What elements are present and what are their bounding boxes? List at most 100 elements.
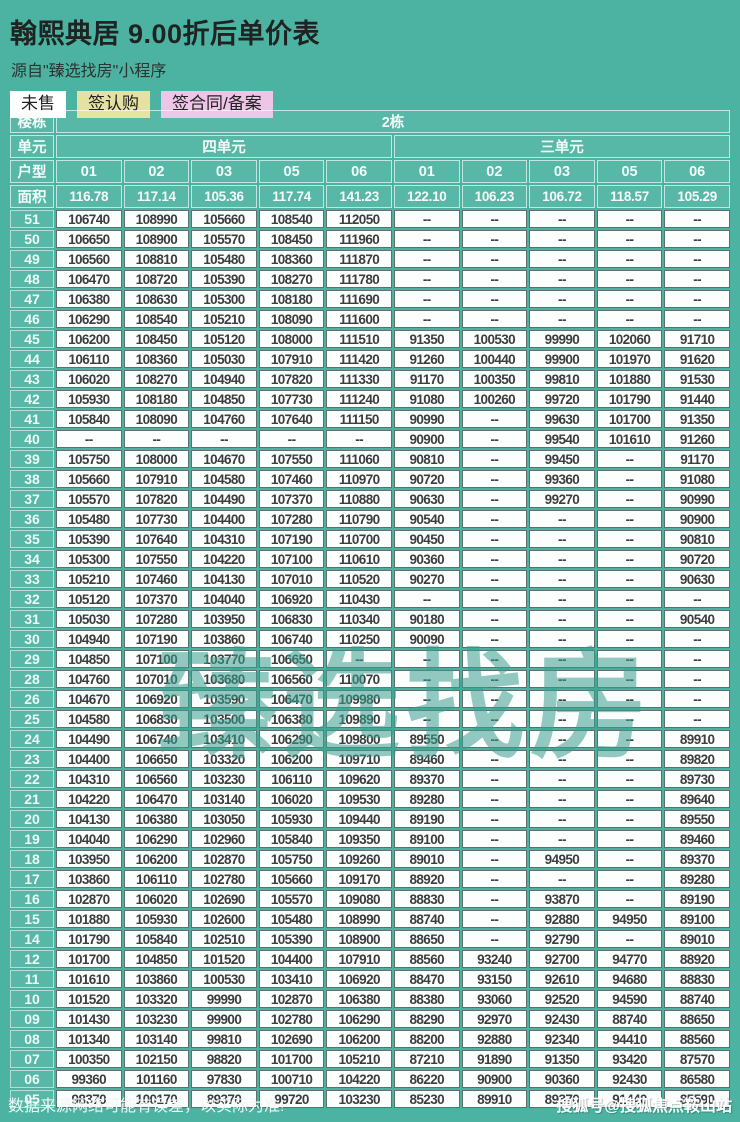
price-cell: 105120 (56, 590, 122, 608)
floor-row-35: 35 105390 107640 104310 107190 110700 90450 -- -… (10, 530, 730, 548)
price-cell: 99540 (529, 430, 595, 448)
price-cell: 91890 (461, 1050, 528, 1068)
type-col-4: 06 (326, 160, 392, 183)
price-cell: 99990 (529, 330, 595, 348)
price-cell: 89730 (664, 770, 730, 788)
price-cell: 105390 (56, 530, 122, 548)
building-row: 楼栋 2栋 (10, 110, 730, 133)
floor-label: 16 (10, 890, 54, 908)
unit-three: 三单元 (393, 135, 730, 158)
price-cell: 110250 (326, 630, 392, 648)
price-cell: 106740 (258, 630, 325, 648)
price-cell: -- (529, 750, 595, 768)
floor-label: 09 (10, 1010, 54, 1028)
price-cell: 88470 (393, 970, 460, 988)
price-cell: -- (461, 470, 528, 488)
price-cell: 106110 (56, 350, 122, 368)
floor-label: 48 (10, 270, 54, 288)
price-cell: 91350 (529, 1050, 595, 1068)
price-cell: 90540 (393, 510, 460, 528)
price-cell: 106740 (123, 730, 190, 748)
price-cell: -- (461, 710, 528, 728)
price-cell: 91350 (393, 330, 460, 348)
floor-row-42: 42 105930 108180 104850 107730 111240 91080 100… (10, 390, 730, 408)
floor-row-15: 15 101880 105930 102600 105480 108990 88740 -- 9… (10, 910, 730, 928)
unit-row: 单元 四单元 三单元 (10, 135, 730, 158)
floor-row-11: 11 101610 103860 100530 103410 106920 88470 931… (10, 970, 730, 988)
price-cell: 105660 (191, 210, 257, 228)
floor-row-30: 30 104940 107190 103860 106740 110250 90090 -- -… (10, 630, 730, 648)
price-cell: 104940 (56, 630, 122, 648)
price-cell: -- (461, 590, 528, 608)
floor-label: 26 (10, 690, 54, 708)
price-cell: 91080 (393, 390, 460, 408)
price-cell: 89190 (664, 890, 730, 908)
price-cell: 92430 (529, 1010, 595, 1028)
price-cell: -- (461, 490, 528, 508)
price-cell: -- (461, 930, 528, 948)
price-cell: -- (596, 510, 663, 528)
price-cell: 109800 (326, 730, 392, 748)
price-cell: -- (596, 710, 663, 728)
price-cell: 106290 (123, 830, 190, 848)
price-cell: 109710 (326, 750, 392, 768)
floor-label: 32 (10, 590, 54, 608)
price-cell: 110970 (326, 470, 392, 488)
price-cell: 91080 (664, 470, 730, 488)
floor-label: 51 (10, 210, 54, 228)
price-cell: -- (596, 650, 663, 668)
price-cell: 103230 (326, 1090, 392, 1108)
price-cell: -- (461, 650, 528, 668)
price-cell: 89190 (393, 810, 460, 828)
price-cell: -- (596, 270, 663, 288)
area-col-3: 117.74 (258, 185, 325, 208)
price-cell: 107370 (123, 590, 190, 608)
price-cell: 106110 (123, 870, 190, 888)
floor-label: 14 (10, 930, 54, 948)
area-col-6: 106.23 (461, 185, 528, 208)
price-cell: 104040 (56, 830, 122, 848)
price-cell: 106380 (123, 810, 190, 828)
floor-row-07: 07 100350 102150 98820 101700 105210 87210 9189… (10, 1050, 730, 1068)
price-cell: 111060 (326, 450, 392, 468)
price-cell: -- (596, 210, 663, 228)
price-cell: 106830 (258, 610, 325, 628)
price-cell: 109620 (326, 770, 392, 788)
floor-row-16: 16 102870 106020 102690 105570 109080 88830 -- 9… (10, 890, 730, 908)
price-cell: 102870 (191, 850, 257, 868)
price-cell: 101520 (191, 950, 257, 968)
price-cell: -- (596, 890, 663, 908)
price-cell: 103500 (191, 710, 257, 728)
price-cell: 100710 (258, 1070, 325, 1088)
price-cell: 88830 (393, 890, 460, 908)
price-cell: 110700 (326, 530, 392, 548)
price-cell: -- (664, 310, 730, 328)
price-cell: -- (393, 650, 460, 668)
price-cell: 105750 (258, 850, 325, 868)
price-cell: -- (461, 890, 528, 908)
price-cell: -- (596, 470, 663, 488)
price-cell: -- (529, 210, 595, 228)
price-cell: 89460 (393, 750, 460, 768)
floor-row-50: 50 106650 108900 105570 108450 111960 -- -- -- --… (10, 230, 730, 248)
price-cell: -- (461, 610, 528, 628)
price-cell: -- (596, 870, 663, 888)
floor-row-23: 23 104400 106650 103320 106200 109710 89460 -- -… (10, 750, 730, 768)
price-cell: 107820 (258, 370, 325, 388)
price-cell: 90630 (393, 490, 460, 508)
type-label: 户型 (10, 160, 54, 183)
price-cell: 104850 (123, 950, 190, 968)
price-cell: 88740 (596, 1010, 663, 1028)
price-cell: 101160 (123, 1070, 190, 1088)
price-cell: 88560 (393, 950, 460, 968)
price-cell: 102690 (191, 890, 257, 908)
floor-label: 17 (10, 870, 54, 888)
price-cell: 106200 (56, 330, 122, 348)
price-cell: -- (461, 670, 528, 688)
price-cell: -- (664, 690, 730, 708)
price-cell: -- (393, 710, 460, 728)
floor-row-10: 10 101520 103320 99990 102870 106380 88380 9306… (10, 990, 730, 1008)
price-cell: 104400 (191, 510, 257, 528)
price-cell: 107190 (258, 530, 325, 548)
type-row: 户型 01 02 03 05 06 01 02 03 05 06 (10, 160, 730, 183)
